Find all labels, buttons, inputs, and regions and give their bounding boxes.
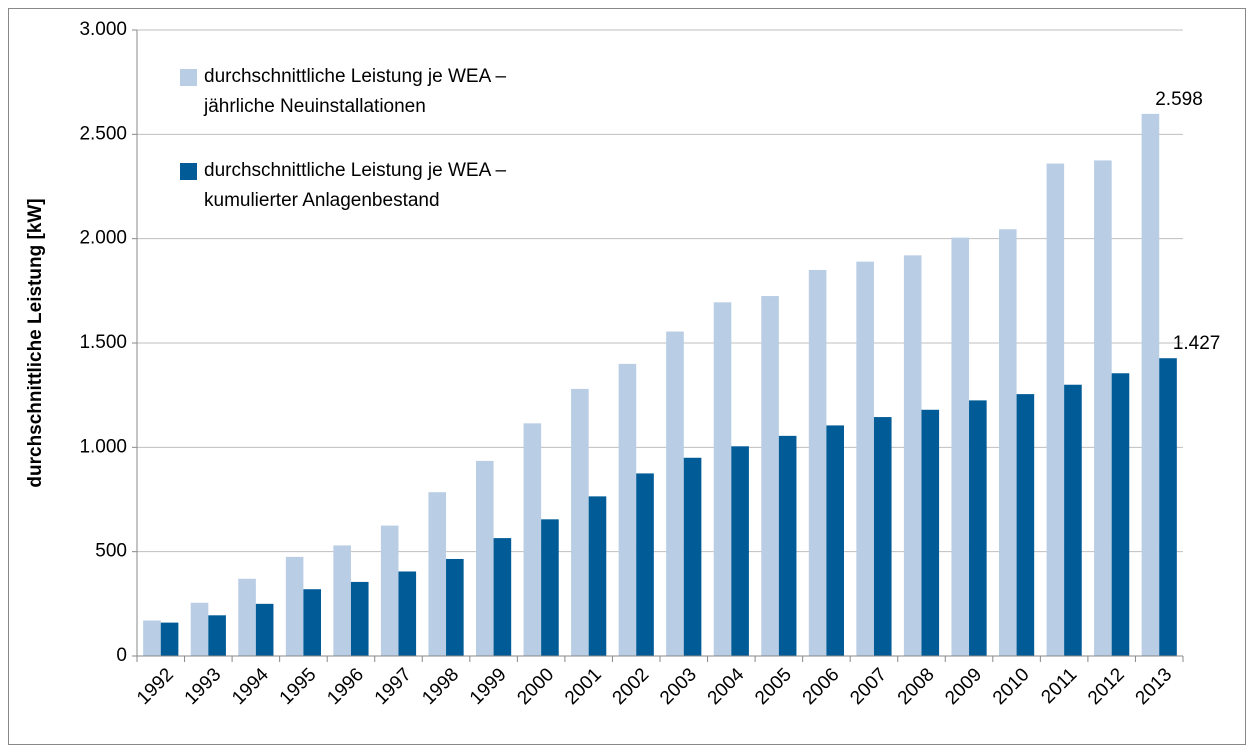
legend-item: durchschnittliche Leistung je WEA – kumu…: [180, 156, 506, 216]
bar: [1016, 394, 1035, 656]
bar: [493, 538, 512, 656]
bar: [238, 578, 256, 656]
bar: [571, 388, 589, 656]
bar: [778, 435, 797, 656]
bar: [1111, 373, 1130, 656]
legend: durchschnittliche Leistung je WEA – jähr…: [180, 62, 506, 250]
bar: [903, 255, 922, 657]
bar: [398, 571, 417, 656]
bar: [303, 589, 322, 656]
bar: [731, 446, 749, 656]
legend-swatch: [180, 163, 197, 180]
bar: [826, 425, 845, 656]
y-tick-label: 500: [95, 541, 127, 562]
bar: [285, 556, 304, 656]
bar: [143, 620, 161, 656]
bar: [856, 261, 874, 656]
bar: [446, 558, 464, 656]
y-tick-label: 1.000: [79, 436, 127, 457]
legend-swatch: [180, 69, 197, 86]
bar: [523, 423, 542, 656]
legend-item: durchschnittliche Leistung je WEA – jähr…: [180, 62, 506, 122]
bar: [998, 229, 1017, 656]
bar: [1094, 160, 1112, 656]
y-tick-label: 2.000: [79, 228, 127, 249]
bar: [951, 237, 970, 656]
legend-label: durchschnittliche Leistung je WEA – jähr…: [204, 66, 507, 117]
bar: [588, 496, 607, 656]
bar: [541, 519, 559, 656]
bar: [1141, 113, 1160, 656]
y-tick-label: 3.000: [79, 19, 127, 40]
bar: [255, 603, 274, 656]
y-tick-label: 2.500: [79, 123, 127, 144]
bar: [921, 409, 940, 656]
bar: [761, 296, 779, 656]
bar: [713, 302, 732, 656]
data-label: 2.598: [1155, 89, 1203, 110]
bar: [160, 622, 179, 656]
y-tick-label: 0: [116, 645, 127, 666]
bar: [1159, 358, 1177, 656]
bar: [683, 457, 702, 656]
bar: [190, 602, 209, 656]
bar: [666, 331, 684, 656]
bar: [808, 269, 827, 656]
bar: [969, 400, 987, 656]
bar: [380, 525, 399, 656]
bar: [428, 492, 447, 656]
legend-label: durchschnittliche Leistung je WEA – kumu…: [204, 160, 507, 211]
bar: [636, 473, 654, 656]
data-label: 1.427: [1173, 333, 1221, 354]
bar: [333, 545, 351, 656]
bar: [618, 363, 637, 656]
bar: [873, 417, 892, 656]
bar: [475, 460, 494, 656]
y-axis-title: durchschnittliche Leistung [kW]: [25, 198, 46, 487]
bar: [350, 581, 369, 656]
bar: [208, 615, 226, 656]
y-tick-label: 1.500: [79, 332, 127, 353]
bar: [1046, 163, 1065, 656]
bar: [1064, 384, 1082, 656]
